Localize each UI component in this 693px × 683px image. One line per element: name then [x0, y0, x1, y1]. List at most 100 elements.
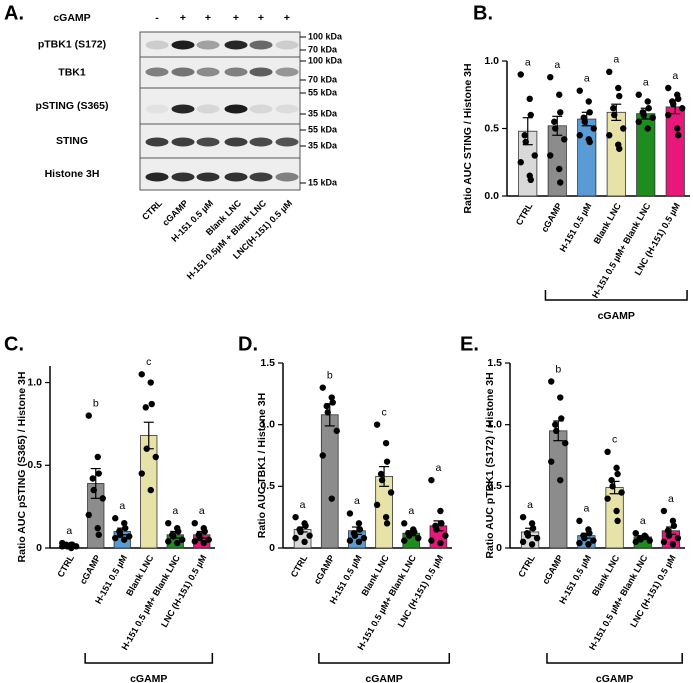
data-point	[613, 507, 620, 515]
data-point	[519, 513, 527, 521]
data-point	[521, 132, 528, 139]
data-point	[324, 409, 331, 416]
significance-letter: b	[555, 363, 561, 375]
lane-sign: +	[180, 12, 186, 24]
data-point	[406, 532, 413, 539]
y-tick-label: 0.5	[484, 122, 499, 134]
data-point	[590, 125, 597, 132]
bar	[606, 111, 626, 197]
panel-label: A.	[4, 2, 24, 24]
band	[145, 104, 169, 114]
marker-label: 70 kDa	[308, 44, 338, 54]
data-point	[669, 541, 677, 548]
data-point	[620, 125, 627, 132]
data-point	[328, 394, 335, 401]
data-point	[519, 538, 527, 546]
significance-letter: a	[672, 70, 678, 82]
y-tick-label: 0.5	[487, 480, 502, 492]
group-bracket	[546, 653, 683, 664]
data-point	[319, 384, 326, 391]
lane-sign: -	[155, 12, 159, 24]
bar	[375, 476, 393, 549]
significance-letter: a	[354, 495, 360, 507]
band	[171, 172, 195, 182]
x-tick-label: Blank LNC	[359, 553, 391, 598]
lane-sign: +	[233, 12, 239, 24]
significance-letter: a	[554, 59, 560, 71]
data-point	[59, 543, 66, 550]
data-point	[301, 538, 308, 546]
marker-label: 55 kDa	[308, 87, 338, 97]
band	[275, 137, 299, 147]
data-point	[552, 421, 559, 428]
data-point	[138, 470, 145, 477]
significance-letter: b	[327, 369, 333, 381]
data-point	[387, 489, 395, 496]
data-point	[152, 453, 159, 461]
significance-letter: c	[612, 434, 617, 446]
significance-letter: a	[408, 505, 414, 517]
band	[145, 40, 169, 50]
marker-label: 35 kDa	[308, 140, 338, 150]
data-point	[585, 541, 592, 548]
data-point	[382, 513, 390, 521]
data-point	[142, 404, 149, 411]
data-point	[557, 476, 564, 484]
significance-letter: a	[172, 505, 178, 517]
significance-letter: c	[381, 406, 386, 418]
group-label: cGAMP	[130, 673, 167, 683]
data-point	[355, 538, 363, 546]
data-point	[553, 427, 560, 435]
data-point	[551, 118, 558, 125]
data-point	[604, 495, 611, 502]
data-point	[581, 534, 588, 542]
data-point	[517, 71, 524, 78]
data-point	[562, 439, 569, 447]
data-point	[526, 95, 533, 103]
data-point	[679, 105, 686, 112]
data-point	[664, 527, 672, 534]
data-point	[442, 532, 449, 539]
marker-label: 15 kDa	[308, 177, 338, 187]
data-point	[646, 537, 653, 544]
data-point	[557, 394, 564, 401]
data-point	[649, 114, 656, 121]
y-tick-label: 1.0	[260, 418, 275, 430]
data-point	[576, 517, 583, 525]
data-point	[675, 132, 682, 139]
data-point	[616, 145, 623, 152]
data-point	[205, 536, 212, 543]
band	[224, 104, 248, 114]
data-point	[302, 522, 309, 529]
data-point	[632, 538, 639, 546]
data-point	[635, 91, 642, 98]
data-point	[165, 519, 172, 527]
data-point	[90, 486, 97, 494]
data-point	[665, 111, 672, 119]
data-point	[517, 159, 524, 166]
data-point	[586, 109, 593, 116]
y-tick-label: 1.0	[484, 55, 499, 67]
group-label: cGAMP	[365, 673, 402, 683]
data-point	[528, 541, 536, 548]
lane-sign: +	[258, 12, 264, 24]
data-point	[581, 118, 588, 125]
y-tick-label: 0	[269, 542, 275, 554]
y-tick-label: 0.0	[484, 190, 499, 202]
data-point	[669, 517, 677, 525]
x-tick-label: cGAMP	[539, 201, 564, 234]
data-point	[613, 464, 620, 472]
band	[275, 67, 299, 77]
significance-letter: a	[584, 72, 590, 84]
data-point	[94, 524, 101, 532]
data-point	[346, 510, 354, 517]
data-point	[94, 453, 101, 461]
data-point	[529, 525, 537, 532]
data-point	[351, 532, 359, 539]
group-bracket	[318, 653, 451, 664]
data-point	[378, 476, 386, 484]
data-point	[660, 507, 668, 515]
panel-label: C.	[4, 333, 24, 355]
data-point	[557, 179, 564, 186]
y-axis-title: Ratio AUC pTBK1 (S172) / Histone 3H	[484, 372, 496, 558]
